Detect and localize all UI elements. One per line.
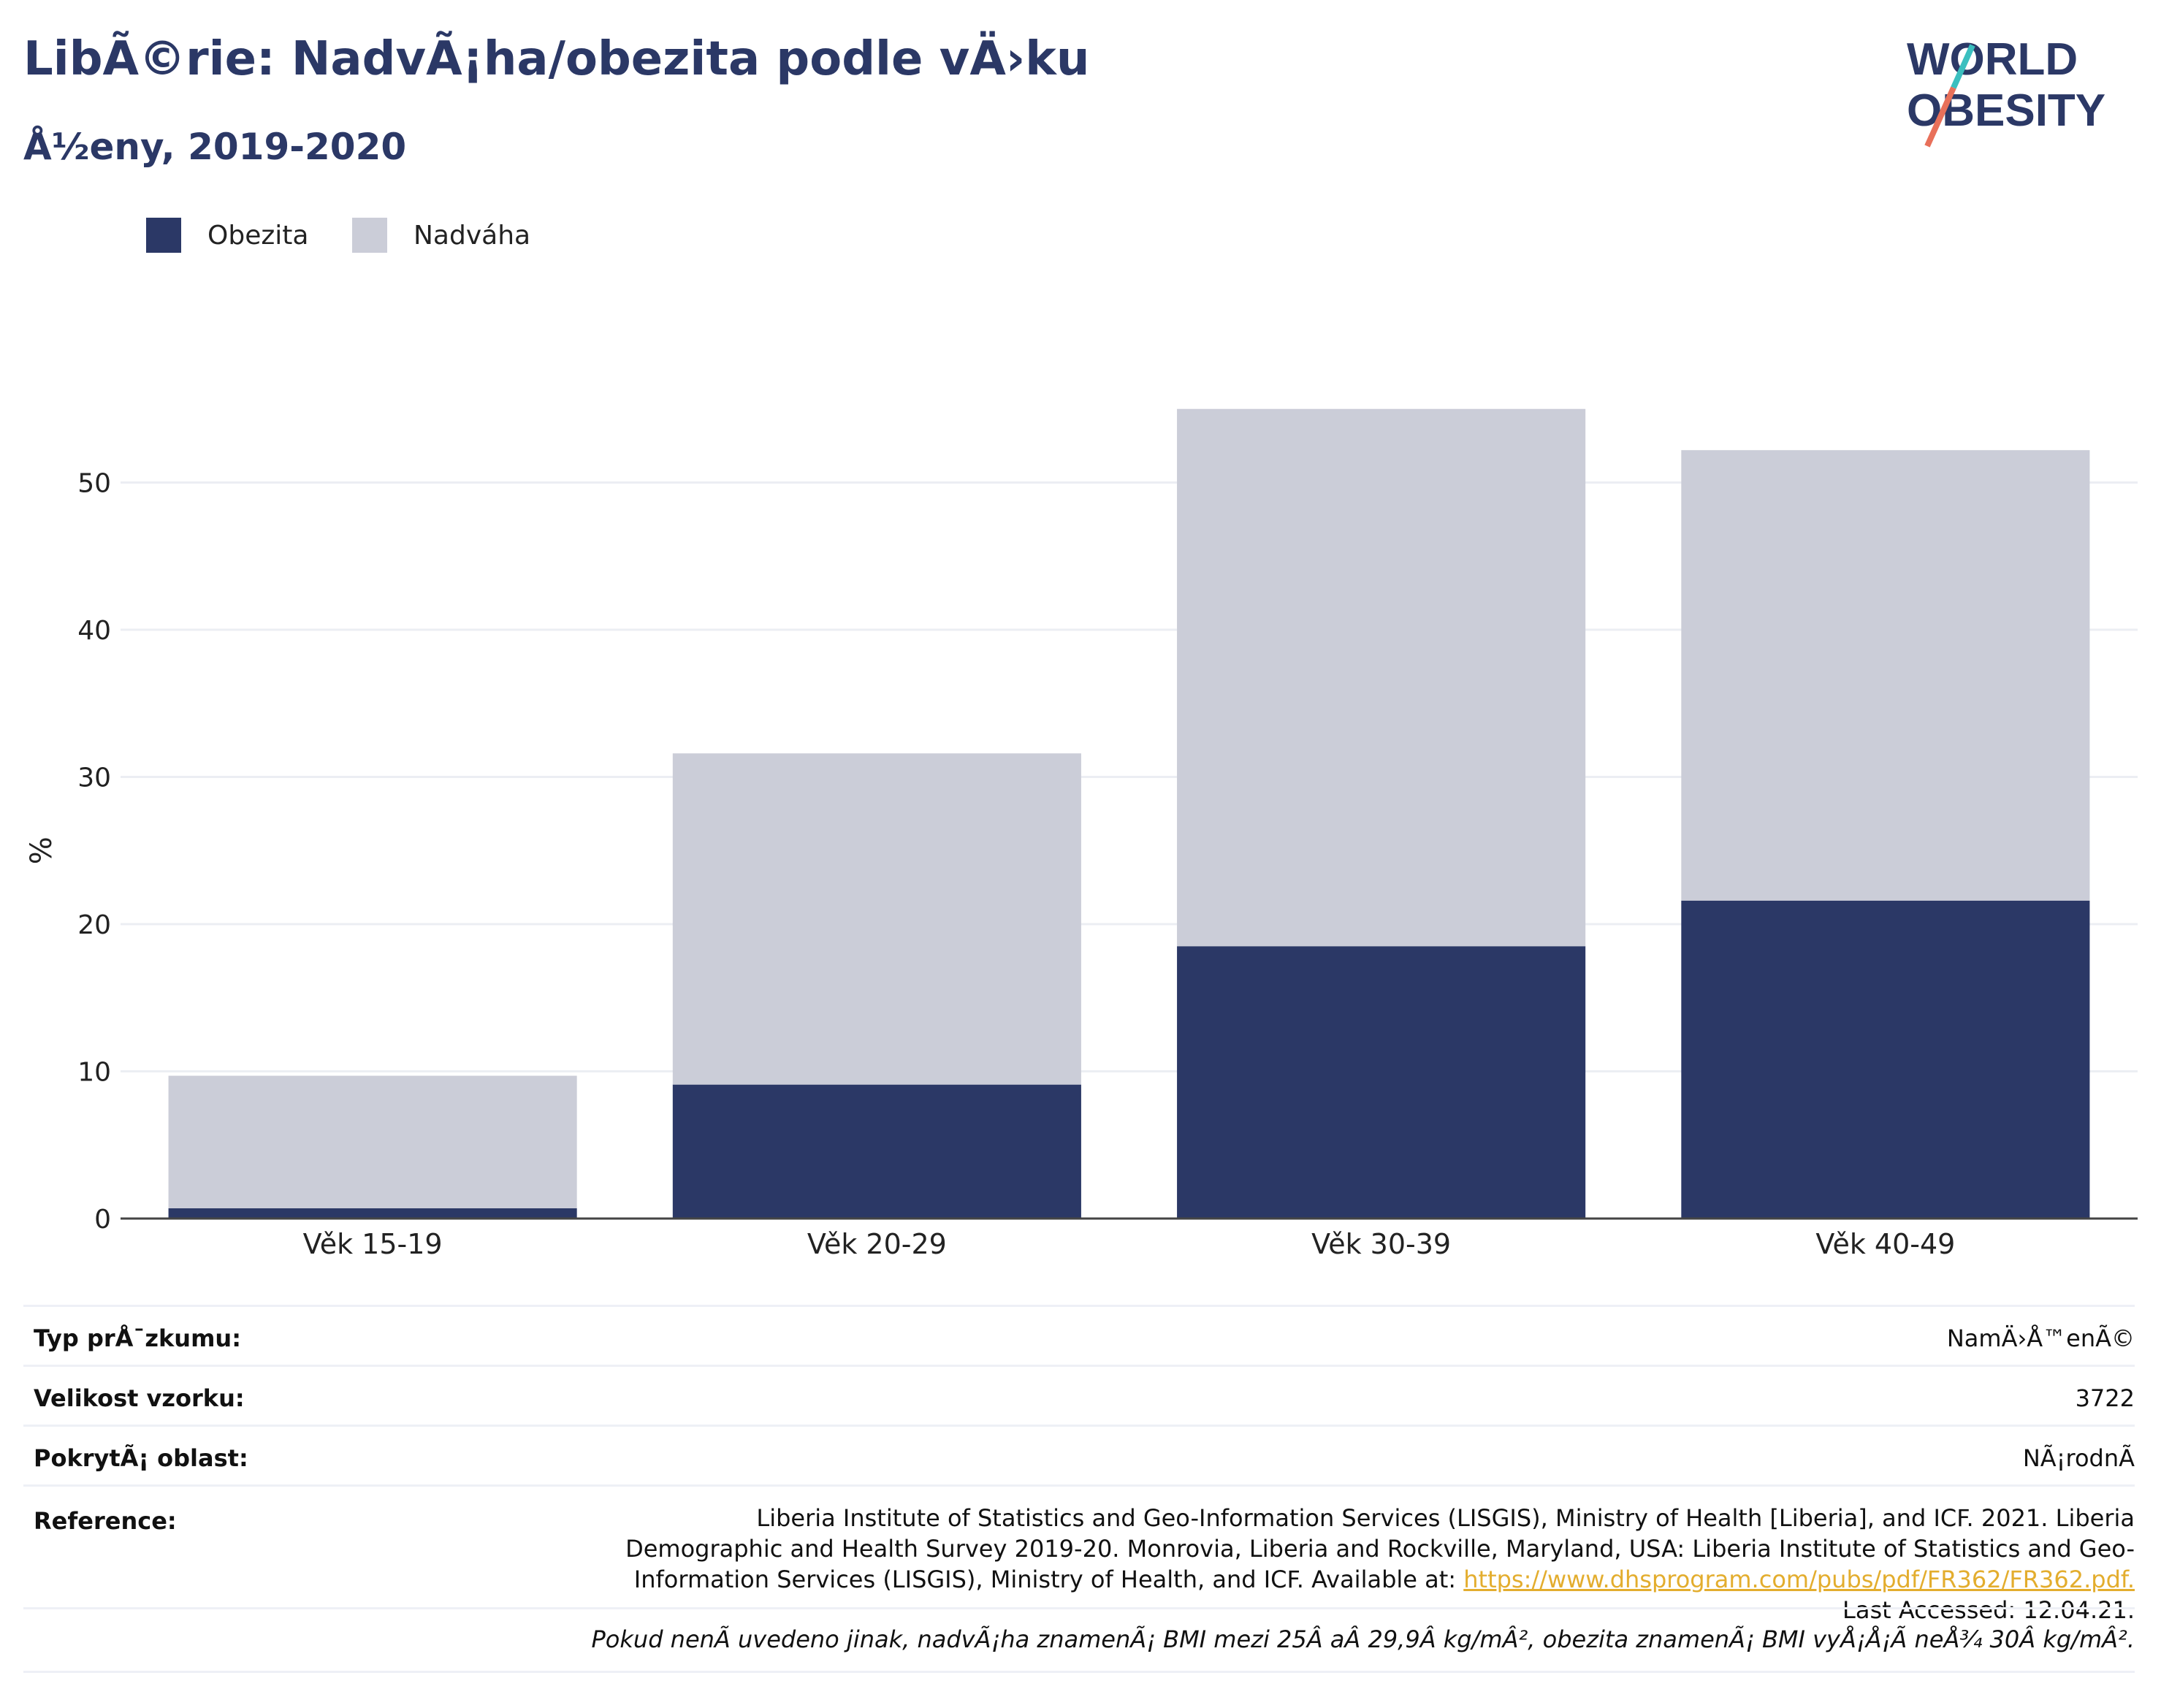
- legend-label-overweight: Nadváha: [413, 220, 531, 251]
- reference-text-after: Last Accessed: 12.04.21.: [1842, 1596, 2135, 1624]
- bar-overweight: [1177, 408, 1586, 947]
- y-tick-label: 30: [77, 763, 111, 793]
- bar-overweight: [672, 753, 1081, 1085]
- bar-obesity: [1681, 900, 2090, 1219]
- reference-text-before: Liberia Institute of Statistics and Geo-…: [625, 1504, 2135, 1593]
- y-tick-label: 10: [77, 1058, 111, 1088]
- reference-text: Liberia Institute of Statistics and Geo-…: [601, 1503, 2135, 1625]
- chart-title: LibÃ©rie: NadvÃ¡ha/obezita podle vÄ›ku: [23, 32, 1090, 86]
- logo-slash-teal: [1951, 44, 1975, 89]
- logo-word-1: WORLD: [1907, 34, 2078, 85]
- definition-footnote: Pokud nenÃ uvedeno jinak, nadvÃ¡ha zname…: [591, 1625, 2135, 1653]
- info-row-sample-size: Velikost vzorku: 3722: [23, 1365, 2135, 1425]
- world-obesity-logo: WORLD OBESITY: [1907, 34, 2105, 148]
- reference-link[interactable]: https://www.dhsprogram.com/pubs/pdf/FR36…: [1463, 1566, 2135, 1593]
- legend-swatch-obesity: [146, 218, 181, 253]
- x-tick-label: Věk 30-39: [1311, 1228, 1451, 1260]
- bar-overweight: [168, 1075, 577, 1208]
- y-tick-label: 0: [94, 1205, 111, 1235]
- y-tick-label: 20: [77, 910, 111, 940]
- y-tick-label: 40: [77, 616, 111, 646]
- x-tick-label: Věk 40-49: [1815, 1228, 1955, 1260]
- info-row-footnote: Pokud nenÃ uvedeno jinak, nadvÃ¡ha zname…: [23, 1607, 2135, 1673]
- reference-label: Reference:: [34, 1507, 177, 1535]
- x-tick-label: Věk 20-29: [807, 1228, 947, 1260]
- bar-obesity: [1177, 946, 1586, 1219]
- bar-obesity: [168, 1208, 577, 1219]
- y-tick-label: 50: [77, 469, 111, 499]
- coverage-value: NÃ¡rodnÃ: [2022, 1444, 2135, 1472]
- chart-subtitle: Å½eny, 2019-2020: [23, 126, 407, 168]
- bar-obesity: [672, 1084, 1081, 1219]
- sample-size-label: Velikost vzorku:: [34, 1384, 245, 1412]
- info-row-reference: Reference: Liberia Institute of Statisti…: [23, 1484, 2135, 1624]
- coverage-label: PokrytÃ¡ oblast:: [34, 1444, 248, 1472]
- legend-swatch-overweight: [352, 218, 387, 253]
- legend-item-overweight: Nadváha: [352, 218, 530, 253]
- logo-slash-red: [1924, 86, 1956, 148]
- y-axis-label: %: [25, 836, 58, 864]
- info-row-survey-type: Typ prÅ¯zkumu: NamÄ›Å™enÃ©: [23, 1305, 2135, 1365]
- survey-type-label: Typ prÅ¯zkumu:: [34, 1324, 241, 1352]
- logo-word-2: OBESITY: [1907, 85, 2105, 136]
- survey-type-value: NamÄ›Å™enÃ©: [1946, 1324, 2135, 1352]
- x-tick-label: Věk 15-19: [303, 1228, 443, 1260]
- legend-item-obesity: Obezita: [146, 218, 308, 253]
- bar-overweight: [1681, 450, 2090, 901]
- sample-size-value: 3722: [2075, 1384, 2135, 1412]
- info-row-coverage: PokrytÃ¡ oblast: NÃ¡rodnÃ: [23, 1425, 2135, 1485]
- bar-chart: 0 10 20 30 40 50% Věk 15-19 Věk 20-29 Věk 30-39 V…: [25, 408, 2138, 1260]
- legend-label-obesity: Obezita: [207, 220, 309, 251]
